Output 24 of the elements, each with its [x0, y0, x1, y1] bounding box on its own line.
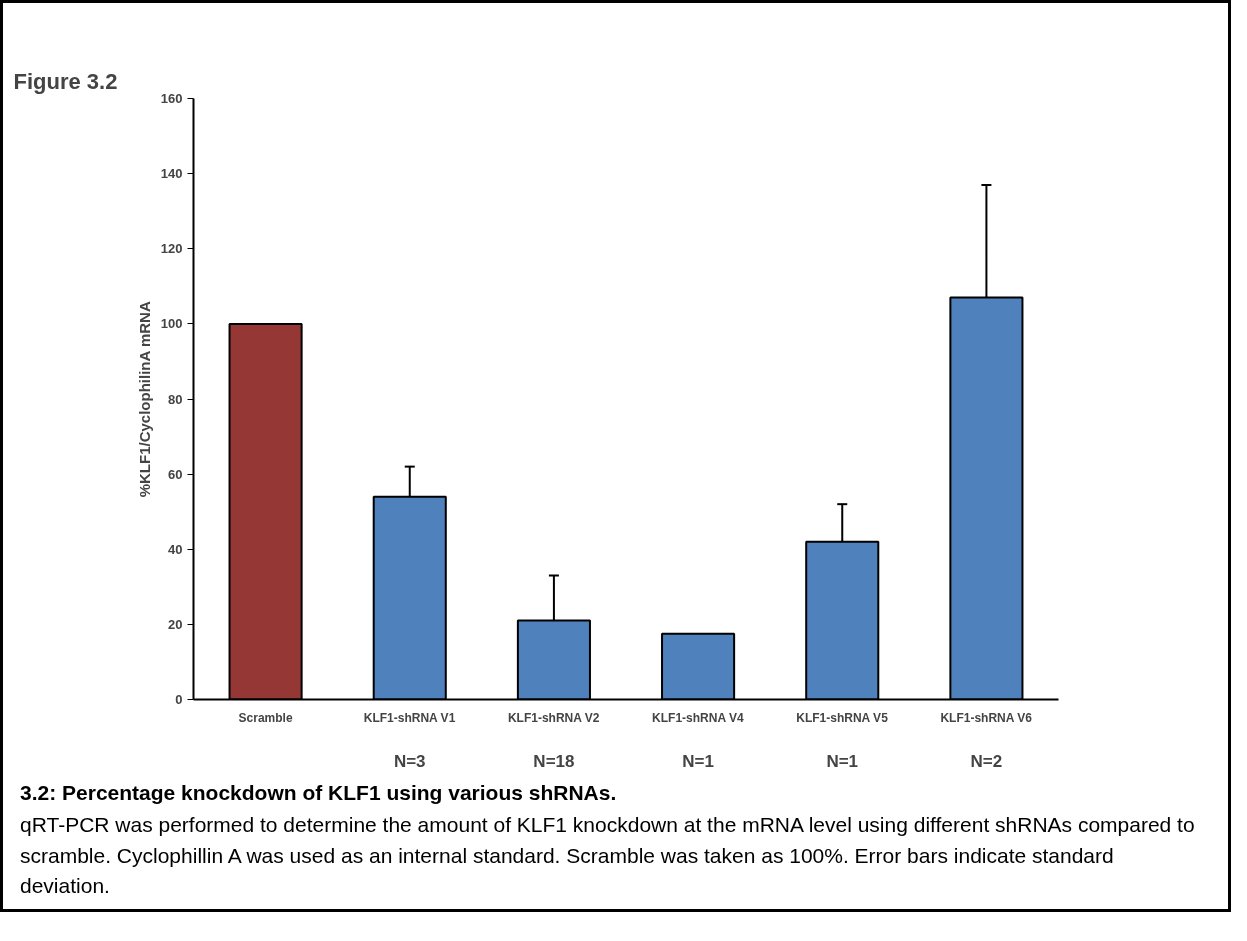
text: N=18 — [533, 751, 575, 771]
y-tick-label: 0 — [175, 692, 183, 707]
x-tick-label: KLF1-shRNA V6 — [940, 710, 1033, 725]
text: qRT-PCR was performed to determine the amount of KLF1 knockdown at the mRNA level using different shRNAs compared to scramble. Cyclophillin A was used as an internal standard. Scramble was taken as 100%. Error bars indicate standard deviation. — [20, 812, 1196, 900]
x-tick-label: KLF1-shRNA V5 — [796, 710, 889, 725]
chart-title: Figure 3.2 — [13, 68, 118, 94]
text: N=2 — [970, 751, 1003, 771]
y-tick-label: 120 — [160, 241, 183, 257]
y-tick-label: 20 — [168, 616, 183, 632]
text: N=1 — [682, 751, 714, 771]
text: N=3 — [393, 751, 426, 771]
text: 3.2: Percentage knockdown of KLF1 using various shRNAs. — [20, 780, 618, 806]
text: N=1 — [826, 751, 859, 771]
y-tick-label: 160 — [160, 91, 183, 106]
x-tick-label: KLF1-shRNA V1 — [363, 710, 456, 725]
x-tick-label: Scramble — [238, 710, 293, 725]
x-tick-label: KLF1-shRNA V2 — [507, 710, 600, 725]
y-axis-title: %KLF1/CyclophilinA mRNA — [135, 301, 153, 498]
y-tick-label: 60 — [168, 466, 183, 482]
y-tick-label: 80 — [168, 391, 183, 407]
y-tick-label: 140 — [160, 166, 183, 182]
x-tick-label: KLF1-shRNA V4 — [652, 710, 744, 725]
y-tick-label: 40 — [168, 541, 183, 557]
y-tick-label: 100 — [160, 316, 183, 332]
